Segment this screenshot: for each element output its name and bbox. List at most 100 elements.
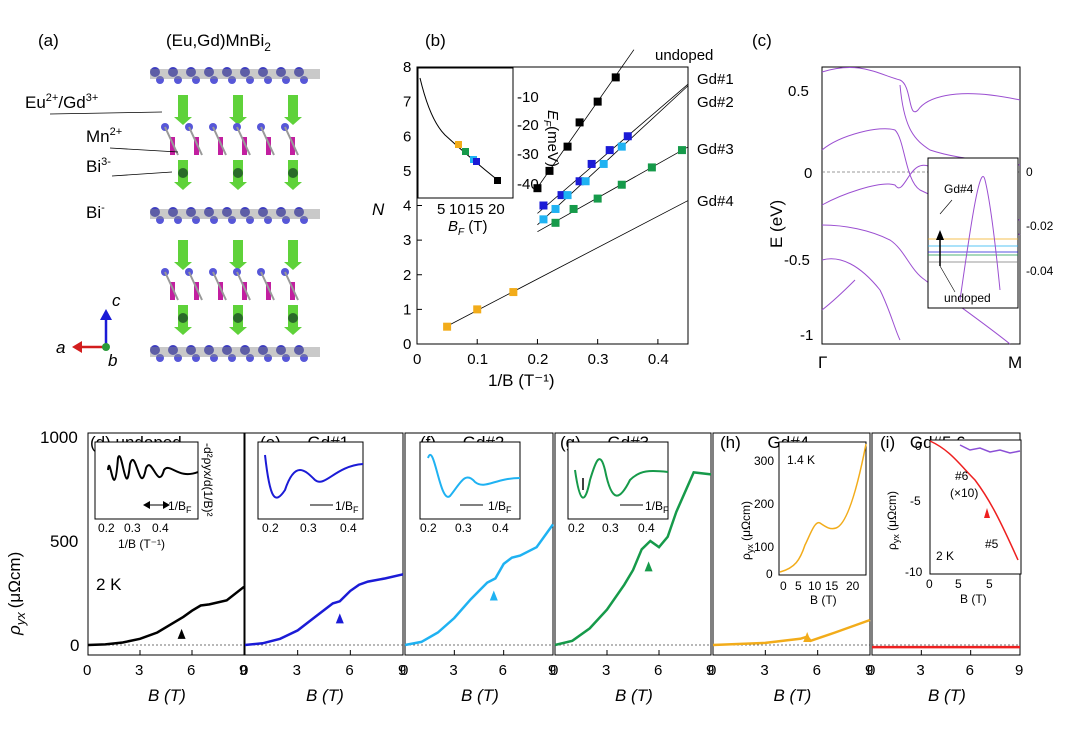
landau-marker: [644, 561, 653, 572]
bi-atom: [294, 67, 304, 77]
y-tick-label: 0: [403, 336, 411, 353]
landau-marker: [803, 632, 812, 643]
rho-curve-Gd#3: [554, 471, 712, 647]
data-point: [509, 288, 518, 297]
y-tick-label: 0: [70, 636, 79, 655]
bond: [236, 271, 251, 301]
svg-text:5: 5: [955, 577, 962, 591]
svg-text:-d²ρyx/d(1/B)²: -d²ρyx/d(1/B)²: [201, 443, 215, 517]
y-tick-label: 1000: [40, 428, 78, 447]
inset-point-gd3: [462, 148, 469, 155]
label-undoped: undoped: [655, 47, 713, 64]
panel-b-inset: 5 10 15 20 BF (T) -10 -20 -30 -40 EF(meV…: [417, 67, 561, 238]
spin-arrow-head: [284, 262, 302, 270]
data-point: [539, 215, 548, 224]
svg-text:5: 5: [437, 201, 445, 218]
inset-g: 1/BF 0.2 0.3 0.4: [567, 441, 669, 535]
bi-atom: [156, 216, 164, 224]
svg-text:0.3: 0.3: [455, 521, 472, 535]
svg-text:#6: #6: [955, 469, 969, 483]
x-tick-label: 0.1: [467, 351, 488, 368]
svg-text:-40: -40: [517, 176, 539, 193]
svg-text:0.3: 0.3: [300, 521, 317, 535]
bi-atom: [186, 207, 196, 217]
inset-b-xlabel: BF (T): [448, 218, 487, 238]
data-point: [551, 218, 560, 227]
label-gd4: Gd#4: [697, 193, 734, 210]
crystal-axes-indicator: c a b: [56, 291, 121, 370]
svg-text:0.2: 0.2: [568, 521, 585, 535]
svg-text:#5: #5: [985, 537, 999, 551]
svg-text:undoped: undoped: [944, 291, 991, 305]
transport-frame: [554, 432, 712, 656]
eu-atom: [178, 168, 188, 178]
svg-text:(×10): (×10): [950, 486, 978, 500]
bond: [284, 271, 299, 301]
x-tick-label: 0: [867, 662, 875, 679]
bi-atom: [228, 354, 236, 362]
svg-text:1/BF: 1/BF: [645, 499, 669, 515]
spin-arrow-head: [229, 182, 247, 190]
x-axis-label: B (T): [461, 686, 499, 705]
eu-atom: [233, 168, 243, 178]
panel-c-letter: (c): [752, 31, 772, 50]
svg-text:5: 5: [795, 579, 802, 593]
bi-atom: [294, 207, 304, 217]
bi-atom: [246, 354, 254, 362]
label-gd2: Gd#2: [697, 94, 734, 111]
bi-atom: [204, 345, 214, 355]
bi-atom: [168, 67, 178, 77]
bi-atom: [276, 67, 286, 77]
panel-a: (a) (Eu,Gd)MnBi2 Eu2+/Gd3+ Mn2+ Bi3- Bi-…: [25, 31, 320, 370]
bi-atom: [156, 354, 164, 362]
svg-text:1/BF: 1/BF: [488, 499, 512, 515]
x-axis-label: B (T): [615, 686, 653, 705]
y-tick-label: 5: [403, 163, 411, 180]
panel-b-ylabel: N: [372, 200, 385, 219]
bi-atom: [192, 76, 200, 84]
y-tick-label: 500: [50, 532, 78, 551]
bi-atom: [210, 216, 218, 224]
x-tick-label: 0: [708, 662, 716, 679]
bi-atom: [192, 216, 200, 224]
spin-arrow-head: [284, 182, 302, 190]
mn-atom: [170, 137, 175, 155]
svg-text:-0.04: -0.04: [1026, 264, 1054, 278]
spin-arrow: [233, 240, 243, 262]
spin-arrow: [288, 240, 298, 262]
svg-text:-30: -30: [517, 146, 539, 163]
ion-label-eu-gd: Eu2+/Gd3+: [25, 92, 98, 112]
spin-arrow-head: [174, 327, 192, 335]
spin-arrow: [233, 95, 243, 117]
x-tick-label: 6: [813, 662, 821, 679]
svg-text:-10: -10: [517, 89, 539, 106]
panel-c-inset: Gd#4 undoped 0 -0.02 -0.04: [927, 157, 1054, 309]
bond: [188, 126, 203, 156]
bi-atom: [186, 67, 196, 77]
svg-text:0.2: 0.2: [98, 521, 115, 535]
data-point: [575, 177, 584, 186]
mn-atom: [242, 282, 247, 300]
bi-atom: [264, 354, 272, 362]
bi-atom: [150, 207, 160, 217]
transport-frame: [244, 432, 404, 656]
mn-atom: [194, 282, 199, 300]
rho-curve-Gd#4: [712, 618, 871, 647]
svg-text:-0.5: -0.5: [784, 252, 810, 269]
x-tick-label: 0: [400, 662, 408, 679]
ion-label-mn: Mn2+: [86, 126, 122, 146]
x-tick-label: 3: [293, 662, 301, 679]
x-tick-label: 3: [449, 662, 457, 679]
spin-arrow-head: [174, 117, 192, 125]
panel-c-ylabel: E (eV): [767, 200, 786, 248]
y-tick-label: 3: [403, 232, 411, 249]
x-axis-label: B (T): [148, 686, 186, 705]
y-tick-label: 4: [403, 198, 411, 215]
bi-atom: [168, 345, 178, 355]
bond: [236, 126, 251, 156]
svg-text:1/B (T⁻¹): 1/B (T⁻¹): [118, 537, 165, 551]
svg-text:0: 0: [915, 439, 922, 453]
svg-text:1/BF: 1/BF: [168, 499, 192, 515]
bi-atom: [168, 207, 178, 217]
mn-atom: [170, 282, 175, 300]
